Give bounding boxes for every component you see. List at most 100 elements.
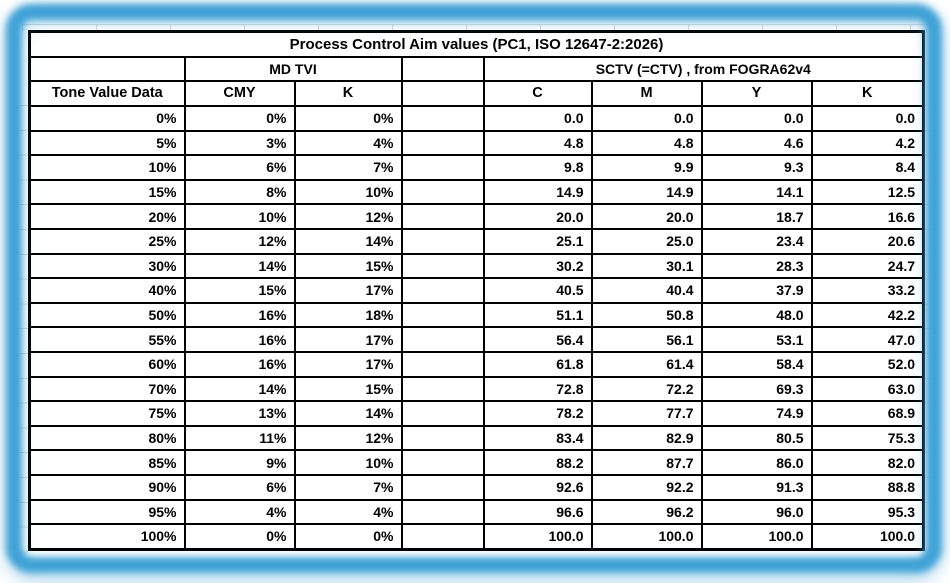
data-cell: 75.3 [810, 424, 925, 452]
data-cell: 52.0 [810, 350, 925, 378]
data-cell: 6% [183, 154, 296, 181]
column-header-m: M [590, 80, 703, 107]
data-cell: 56.4 [482, 326, 593, 353]
data-cell: 88.2 [482, 449, 593, 476]
data-cell: 95.3 [810, 498, 925, 526]
data-cell: 77.7 [590, 400, 703, 427]
data-cell: 87.7 [590, 449, 703, 476]
data-cell: 40.5 [482, 277, 593, 304]
data-cell: 30.2 [482, 252, 593, 280]
gap-cell [400, 277, 485, 304]
data-cell: 6% [183, 473, 296, 501]
data-cell: 18% [293, 301, 403, 329]
data-cell: 4.6 [700, 129, 813, 157]
data-cell: 15% [28, 178, 186, 206]
data-cell: 80% [28, 424, 186, 452]
data-cell: 3% [183, 129, 296, 157]
data-cell: 12% [183, 227, 296, 255]
data-cell: 17% [293, 277, 403, 304]
data-cell: 14% [293, 227, 403, 255]
data-cell: 100.0 [810, 523, 925, 551]
table-row: 55% 16% 17% 56.4 56.1 53.1 47.0 [28, 326, 925, 353]
column-header-c: C [482, 80, 593, 107]
data-cell: 24.7 [810, 252, 925, 280]
data-cell: 14% [183, 252, 296, 280]
table-row: 0% 0% 0% 0.0 0.0 0.0 0.0 [28, 105, 925, 132]
data-cell: 4% [293, 498, 403, 526]
data-cell: 82.9 [590, 424, 703, 452]
gap-cell [400, 301, 485, 329]
data-cell: 4.8 [482, 129, 593, 157]
gap-cell [400, 449, 485, 476]
data-cell: 16.6 [810, 203, 925, 230]
gap-cell [400, 178, 485, 206]
group-header-sctv: SCTV (=CTV) , from FOGRA62v4 [482, 56, 925, 82]
data-cell: 0.0 [482, 105, 593, 132]
table-row: 20% 10% 12% 20.0 20.0 18.7 16.6 [28, 203, 925, 230]
data-cell: 12% [293, 203, 403, 230]
data-cell: 70% [28, 375, 186, 403]
data-cell: 0% [28, 105, 186, 132]
data-cell: 9.9 [590, 154, 703, 181]
data-cell: 40.4 [590, 277, 703, 304]
data-cell: 61.4 [590, 350, 703, 378]
table-row: 30% 14% 15% 30.2 30.1 28.3 24.7 [28, 252, 925, 280]
data-cell: 14.1 [700, 178, 813, 206]
gap-cell [400, 498, 485, 526]
data-cell: 4% [293, 129, 403, 157]
gap-cell [400, 523, 485, 551]
data-cell: 100.0 [590, 523, 703, 551]
data-cell: 14% [293, 400, 403, 427]
data-cell: 50.8 [590, 301, 703, 329]
gap-cell [400, 424, 485, 452]
data-cell: 4% [183, 498, 296, 526]
data-cell: 40% [28, 277, 186, 304]
data-cell: 10% [293, 449, 403, 476]
column-header-tone-value-data: Tone Value Data [28, 80, 186, 107]
data-cell: 15% [293, 375, 403, 403]
table-row: 90% 6% 7% 92.6 92.2 91.3 88.8 [28, 473, 925, 501]
data-cell: 20.0 [482, 203, 593, 230]
data-cell: 14% [183, 375, 296, 403]
data-cell: 86.0 [700, 449, 813, 476]
table-row: 70% 14% 15% 72.8 72.2 69.3 63.0 [28, 375, 925, 403]
data-cell: 95% [28, 498, 186, 526]
data-cell: 20% [28, 203, 186, 230]
data-cell: 9% [183, 449, 296, 476]
data-cell: 0% [183, 105, 296, 132]
gap-cell [400, 203, 485, 230]
data-cell: 47.0 [810, 326, 925, 353]
data-cell: 25.1 [482, 227, 593, 255]
gap-cell [400, 129, 485, 157]
data-cell: 74.9 [700, 400, 813, 427]
column-header-gap [400, 80, 485, 107]
group-header-md-tvi: MD TVI [183, 56, 403, 82]
gap-cell [400, 105, 485, 132]
data-cell: 90% [28, 473, 186, 501]
gap-cell [400, 227, 485, 255]
data-cell: 72.8 [482, 375, 593, 403]
data-cell: 83.4 [482, 424, 593, 452]
data-cell: 0% [293, 523, 403, 551]
column-header-row: Tone Value Data CMY K C M Y K [28, 80, 925, 107]
spreadsheet-gridlines-top [22, 24, 928, 31]
data-cell: 0.0 [810, 105, 925, 132]
table-row: 80% 11% 12% 83.4 82.9 80.5 75.3 [28, 424, 925, 452]
gap-cell [400, 473, 485, 501]
data-cell: 50% [28, 301, 186, 329]
data-cell: 12.5 [810, 178, 925, 206]
data-cell: 17% [293, 350, 403, 378]
data-cell: 11% [183, 424, 296, 452]
data-cell: 10% [293, 178, 403, 206]
data-cell: 7% [293, 154, 403, 181]
data-cell: 100.0 [482, 523, 593, 551]
aim-values-table: Process Control Aim values (PC1, ISO 126… [28, 30, 926, 551]
data-cell: 37.9 [700, 277, 813, 304]
table-row: 15% 8% 10% 14.9 14.9 14.1 12.5 [28, 178, 925, 206]
data-cell: 100% [28, 523, 186, 551]
data-cell: 30.1 [590, 252, 703, 280]
data-cell: 63.0 [810, 375, 925, 403]
data-cell: 14.9 [590, 178, 703, 206]
data-cell: 55% [28, 326, 186, 353]
